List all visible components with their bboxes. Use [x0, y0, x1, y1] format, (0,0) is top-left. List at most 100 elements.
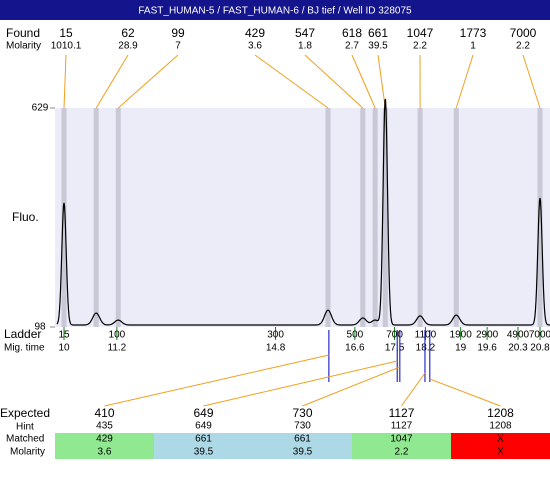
peak-connector: [63, 54, 67, 109]
expected-connector: [104, 354, 329, 407]
found-size: 15: [59, 26, 73, 40]
found-molarity: 3.6: [248, 41, 262, 52]
ladder-size: 7000: [529, 330, 550, 341]
found-molarity: 1010.1: [51, 41, 82, 52]
peak-band: [360, 108, 366, 327]
hint-size: 435: [96, 421, 113, 432]
hint-size: 730: [294, 421, 311, 432]
ladder-time: 20.3: [508, 343, 528, 354]
header-bar: [0, 0, 550, 20]
found-label: Found: [6, 26, 40, 40]
ladder-size: 1100: [415, 330, 437, 341]
expected-size: 649: [193, 406, 213, 420]
expected-size: 730: [292, 406, 312, 420]
found-molarity: 2.7: [345, 41, 359, 52]
peak-band: [453, 108, 459, 327]
found-molarity: 28.9: [118, 41, 138, 52]
match-cell: [352, 433, 451, 459]
found-size: 7000: [510, 26, 537, 40]
molarity-label-2: Molarity: [10, 447, 45, 458]
matched-molarity: 39.5: [293, 447, 313, 458]
y-tick-label: 98: [34, 322, 46, 333]
found-molarity: 2.2: [413, 41, 427, 52]
ladder-time: 16.6: [345, 343, 365, 354]
peak-band: [325, 108, 331, 327]
ladder-size: 1900: [450, 330, 473, 341]
header: FAST_HUMAN-5 / FAST_HUMAN-6 / BJ tief / …: [138, 6, 412, 17]
ladder-time: 11.2: [108, 343, 127, 354]
matched-molarity: 3.6: [98, 447, 112, 458]
ladder-size: 100: [109, 330, 126, 341]
peak-connector: [522, 54, 541, 109]
plot-area: [55, 108, 550, 327]
match-cell: [55, 433, 154, 459]
peak-connector: [351, 54, 376, 109]
match-cell: [451, 433, 550, 459]
peak-connector: [304, 54, 364, 109]
expected-connector: [429, 378, 501, 407]
peak-band: [372, 108, 378, 327]
matched-size: 1047: [390, 434, 413, 445]
expected-size: 1127: [389, 406, 415, 420]
ladder-size: 15: [58, 330, 70, 341]
matched-label: Matched: [6, 434, 44, 445]
ladder-time: 19: [455, 343, 467, 354]
peak-connector: [254, 54, 329, 109]
ladder-size: 500: [347, 330, 364, 341]
peak-band: [93, 108, 99, 327]
found-size: 1047: [407, 26, 434, 40]
matched-molarity: X: [497, 447, 504, 458]
match-cell: [154, 433, 253, 459]
ladder-size: 4900: [507, 330, 530, 341]
peak-connector: [95, 54, 129, 109]
peak-band: [61, 108, 67, 327]
molarity-label: Molarity: [6, 41, 41, 52]
expected-connector: [302, 366, 401, 407]
matched-molarity: 39.5: [194, 447, 214, 458]
matched-size: 429: [96, 434, 113, 445]
ladder-size: 700: [386, 330, 403, 341]
trace: [56, 98, 550, 326]
ladder-time: 14.8: [266, 343, 286, 354]
found-size: 62: [121, 26, 135, 40]
found-size: 618: [342, 26, 362, 40]
found-molarity: 1.8: [298, 41, 312, 52]
ladder-size: 300: [267, 330, 284, 341]
found-size: 1773: [460, 26, 487, 40]
peak-connector: [377, 54, 386, 109]
expected-label: Expected: [0, 406, 50, 420]
found-molarity: 7: [175, 41, 181, 52]
found-size: 99: [171, 26, 185, 40]
y-tick-label: 629: [32, 103, 49, 114]
matched-size: 661: [195, 434, 212, 445]
peak-band: [537, 108, 543, 327]
expected-size: 410: [94, 406, 114, 420]
ladder-label: Ladder: [4, 327, 41, 341]
ladder-time: 10: [58, 343, 70, 354]
y-label: Fluo.: [12, 210, 39, 224]
matched-size: X: [497, 434, 504, 445]
found-molarity: 2.2: [516, 41, 530, 52]
ladder-time: 17.5: [385, 343, 405, 354]
expected-connector: [401, 372, 426, 407]
expected-connector: [203, 360, 398, 407]
hint-size: 649: [195, 421, 212, 432]
peak-band: [417, 108, 423, 327]
found-size: 429: [245, 26, 265, 40]
matched-molarity: 2.2: [395, 447, 409, 458]
hint-label: Hint: [16, 422, 34, 433]
ladder-size: 2900: [476, 330, 499, 341]
found-size: 547: [295, 26, 315, 40]
found-molarity: 39.5: [368, 41, 388, 52]
ladder-time: 18.2: [416, 343, 436, 354]
ladder-time: 20.8: [530, 343, 550, 354]
peak-band: [382, 108, 388, 327]
ladder-time: 19.6: [477, 343, 497, 354]
matched-size: 661: [294, 434, 311, 445]
hint-size: 1127: [391, 421, 413, 432]
peak-connector: [117, 54, 179, 109]
found-molarity: 1: [470, 41, 476, 52]
peak-connector: [455, 54, 474, 109]
hint-size: 1208: [489, 421, 512, 432]
